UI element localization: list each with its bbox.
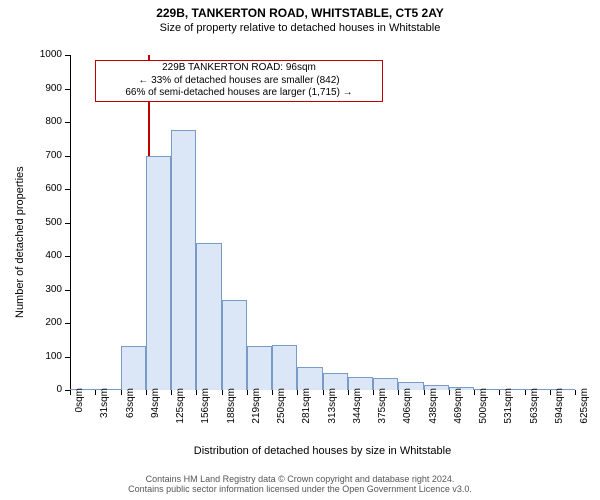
x-tick — [474, 390, 475, 395]
histogram-bar — [247, 346, 272, 390]
x-tick — [272, 390, 273, 395]
y-tick-label: 200 — [22, 317, 62, 328]
x-tick — [449, 390, 450, 395]
y-tick — [65, 122, 70, 123]
x-tick-label: 0sqm — [74, 388, 85, 438]
x-tick — [550, 390, 551, 395]
x-tick — [70, 390, 71, 395]
x-tick — [196, 390, 197, 395]
y-tick-label: 500 — [22, 217, 62, 228]
annotation-line2: ← 33% of detached houses are smaller (84… — [98, 75, 380, 88]
histogram-bar — [171, 130, 196, 390]
y-tick — [65, 290, 70, 291]
footer: Contains HM Land Registry data © Crown c… — [0, 474, 600, 494]
annotation-line1: 229B TANKERTON ROAD: 96sqm — [98, 62, 380, 75]
x-tick — [95, 390, 96, 395]
x-tick-label: 219sqm — [251, 388, 262, 438]
y-tick — [65, 223, 70, 224]
x-tick — [525, 390, 526, 395]
y-tick-label: 400 — [22, 250, 62, 261]
x-tick-label: 125sqm — [175, 388, 186, 438]
x-tick-label: 500sqm — [478, 388, 489, 438]
x-tick-label: 188sqm — [226, 388, 237, 438]
x-tick-label: 344sqm — [352, 388, 363, 438]
page-title: 229B, TANKERTON ROAD, WHITSTABLE, CT5 2A… — [0, 0, 600, 20]
y-tick — [65, 89, 70, 90]
histogram-bar — [222, 300, 247, 390]
histogram-bar — [196, 243, 221, 390]
annotation-line3: 66% of semi-detached houses are larger (… — [98, 87, 380, 100]
chart-container: 229B, TANKERTON ROAD, WHITSTABLE, CT5 2A… — [0, 0, 600, 500]
x-tick-label: 594sqm — [554, 388, 565, 438]
y-tick-label: 1000 — [22, 49, 62, 60]
x-tick — [373, 390, 374, 395]
x-tick — [323, 390, 324, 395]
y-tick — [65, 256, 70, 257]
x-tick-label: 406sqm — [402, 388, 413, 438]
histogram-bar — [297, 367, 322, 390]
y-tick — [65, 189, 70, 190]
x-tick-label: 250sqm — [276, 388, 287, 438]
x-tick-label: 625sqm — [579, 388, 590, 438]
x-axis-label: Distribution of detached houses by size … — [70, 445, 575, 457]
x-tick — [424, 390, 425, 395]
x-tick-label: 281sqm — [301, 388, 312, 438]
x-tick-label: 438sqm — [428, 388, 439, 438]
y-tick-label: 100 — [22, 351, 62, 362]
x-tick — [121, 390, 122, 395]
x-tick — [297, 390, 298, 395]
x-tick — [146, 390, 147, 395]
y-tick — [65, 357, 70, 358]
footer-line2: Contains public sector information licen… — [0, 484, 600, 494]
x-tick-label: 31sqm — [99, 388, 110, 438]
x-tick — [171, 390, 172, 395]
x-tick-label: 156sqm — [200, 388, 211, 438]
y-tick-label: 300 — [22, 284, 62, 295]
page-subtitle: Size of property relative to detached ho… — [0, 20, 600, 34]
y-tick — [65, 323, 70, 324]
plot-area: 229B TANKERTON ROAD: 96sqm ← 33% of deta… — [70, 55, 575, 390]
footer-line1: Contains HM Land Registry data © Crown c… — [0, 474, 600, 484]
histogram-bar — [146, 156, 171, 391]
y-tick-label: 0 — [22, 384, 62, 395]
x-tick — [575, 390, 576, 395]
y-axis-line — [70, 55, 71, 390]
histogram-bar — [272, 345, 297, 390]
y-tick — [65, 55, 70, 56]
x-tick-label: 313sqm — [327, 388, 338, 438]
x-tick — [247, 390, 248, 395]
x-tick — [398, 390, 399, 395]
x-tick — [222, 390, 223, 395]
histogram-bar — [121, 346, 146, 390]
annotation-box: 229B TANKERTON ROAD: 96sqm ← 33% of deta… — [95, 60, 383, 102]
y-tick-label: 900 — [22, 83, 62, 94]
x-tick-label: 469sqm — [453, 388, 464, 438]
x-tick-label: 63sqm — [125, 388, 136, 438]
x-tick — [348, 390, 349, 395]
y-tick-label: 800 — [22, 116, 62, 127]
y-tick — [65, 156, 70, 157]
x-tick — [499, 390, 500, 395]
y-tick-label: 600 — [22, 183, 62, 194]
x-tick-label: 531sqm — [503, 388, 514, 438]
x-tick-label: 375sqm — [377, 388, 388, 438]
x-tick-label: 563sqm — [529, 388, 540, 438]
y-tick-label: 700 — [22, 150, 62, 161]
x-tick-label: 94sqm — [150, 388, 161, 438]
